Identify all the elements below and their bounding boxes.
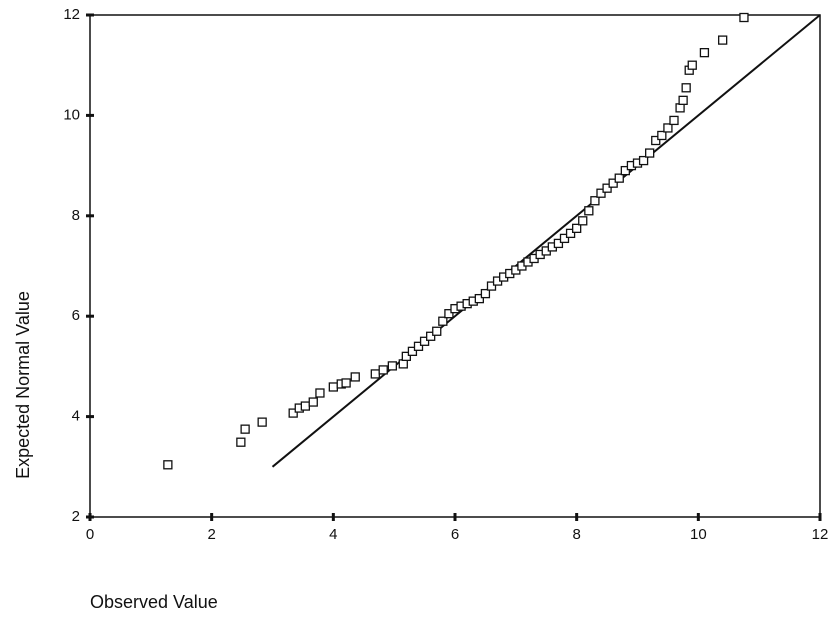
y-tick-label: 10 — [63, 106, 80, 123]
x-tick-label: 10 — [690, 526, 707, 543]
point — [351, 373, 359, 381]
point — [481, 290, 489, 298]
y-axis-title: Expected Normal Value — [13, 291, 33, 479]
point — [676, 104, 684, 112]
point — [301, 402, 309, 410]
y-tick-label: 2 — [72, 508, 80, 525]
point — [258, 418, 266, 426]
point — [664, 124, 672, 132]
point — [719, 36, 727, 44]
point — [688, 61, 696, 69]
plot-frame — [90, 15, 820, 517]
x-tick-label: 8 — [572, 526, 580, 543]
point — [740, 14, 748, 22]
y-tick-label: 12 — [63, 6, 80, 23]
x-tick-label: 0 — [86, 526, 94, 543]
point — [670, 116, 678, 124]
point — [640, 157, 648, 165]
x-tick-label: 12 — [812, 526, 829, 543]
point — [439, 317, 447, 325]
point — [164, 461, 172, 469]
point — [388, 362, 396, 370]
point — [399, 360, 407, 368]
point — [316, 389, 324, 397]
point — [573, 224, 581, 232]
point — [646, 149, 654, 157]
point — [682, 84, 690, 92]
point — [309, 398, 317, 406]
point — [433, 327, 441, 335]
y-tick-label: 4 — [72, 408, 80, 425]
point — [579, 217, 587, 225]
y-tick-label: 8 — [72, 207, 80, 224]
point — [371, 370, 379, 378]
point — [379, 366, 387, 374]
point — [679, 96, 687, 104]
point — [700, 49, 708, 57]
point — [658, 131, 666, 139]
x-axis-title: Observed Value — [90, 592, 218, 612]
x-tick-label: 2 — [207, 526, 215, 543]
chart: Observed Value Expected Normal Value 024… — [0, 0, 838, 617]
reference-line — [273, 15, 821, 467]
x-tick-label: 6 — [451, 526, 459, 543]
point — [342, 379, 350, 387]
point — [585, 207, 593, 215]
point — [615, 174, 623, 182]
x-tick-label: 4 — [329, 526, 337, 543]
point — [329, 383, 337, 391]
y-tick-label: 6 — [72, 307, 80, 324]
point — [591, 197, 599, 205]
point — [237, 438, 245, 446]
point — [241, 425, 249, 433]
